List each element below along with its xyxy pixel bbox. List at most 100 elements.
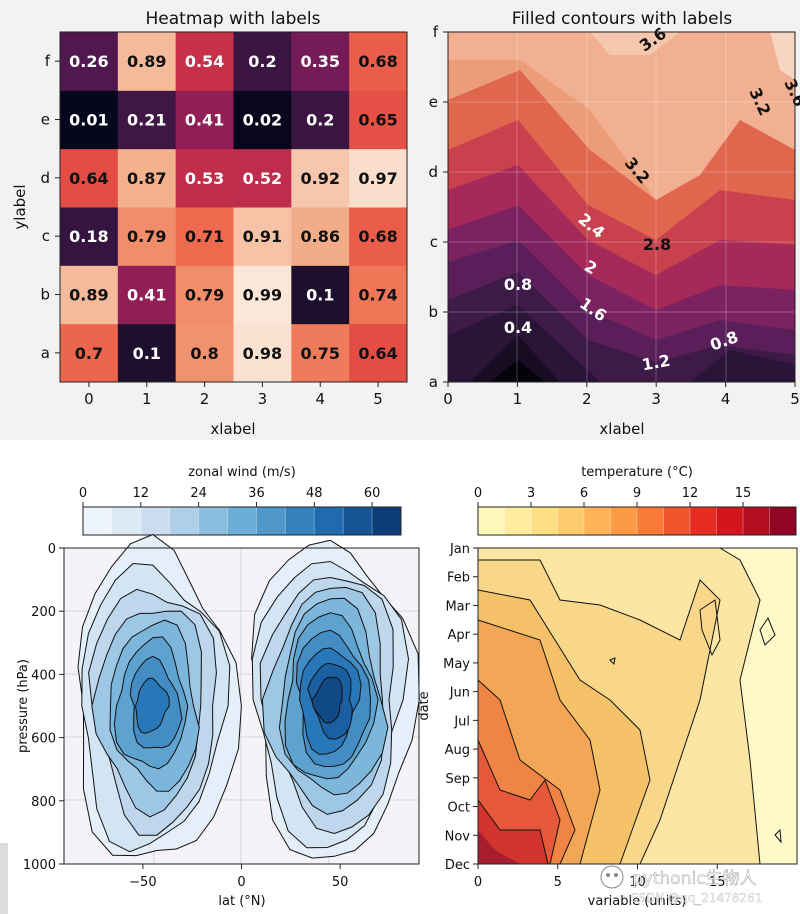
wind-colorbar-segment-4 <box>198 506 229 536</box>
contour-band-4-0b <box>770 32 795 80</box>
heatmap-panel: Heatmap with labels 0.7 0.1 0.8 0.98 0.75 0.6… <box>11 9 408 438</box>
contour-label-7: 0.8 <box>504 275 532 294</box>
temp-colorbar-segment-7 <box>663 506 691 536</box>
heatmap-value-e-0: 0.01 <box>69 111 108 130</box>
heatmap-frame <box>59 31 408 383</box>
heatmap-value-d-3: 0.52 <box>243 169 282 188</box>
temp-isoline-island-a <box>699 599 721 657</box>
page-edge-strip <box>0 843 8 914</box>
wind-colorbar-tick-24: 24 <box>190 486 207 501</box>
heatmap-ytick-f: f <box>45 52 51 70</box>
heatmap-ytick-e: e <box>41 111 50 129</box>
wind-x-ticks: −50 0 50 <box>129 864 348 890</box>
contour-ytick-e: e <box>429 93 438 111</box>
contour-label-5: 2.8 <box>643 235 671 254</box>
wind-colorbar <box>82 506 403 536</box>
contour-xtick-3: 3 <box>651 390 661 408</box>
wind-colorbar-segment-5 <box>227 506 258 536</box>
heatmap-cell-e-4 <box>291 90 350 150</box>
heatmap-cell-a-1 <box>117 323 177 383</box>
zonal-wind-panel: zonal wind (m/s) 0 12 24 36 48 60 −50 0 50 0 200… <box>16 465 420 909</box>
contour-y-ticks: a b c d e f <box>428 23 448 391</box>
contour-x-ticks: 0 1 2 3 4 5 <box>443 382 800 408</box>
temp-isoline-5 <box>477 589 651 865</box>
temp-band-15 <box>478 830 520 864</box>
heatmap-ylabel: ylabel <box>11 184 29 229</box>
wind-colorbar-tick-48: 48 <box>306 486 323 501</box>
contour-band-0-4 <box>470 335 560 382</box>
heatmap-value-b-0: 0.89 <box>69 286 108 305</box>
temp-xtick-5: 5 <box>554 875 562 890</box>
heatmap-value-d-5: 0.97 <box>358 169 397 188</box>
temp-isoline-7 <box>477 619 601 865</box>
heatmap-cell-b-3 <box>233 265 292 325</box>
temp-isoline-island-d <box>774 828 782 844</box>
heatmap-value-c-3: 0.91 <box>243 227 282 246</box>
wechat-icon-eye-left <box>606 873 610 877</box>
heatmap-cell-e-2 <box>175 90 234 150</box>
filled-contour-panel: Filled contours with labels <box>428 9 800 438</box>
contour-xtick-2: 2 <box>582 390 592 408</box>
contour-ytick-a: a <box>429 373 438 391</box>
heatmap-value-f-1: 0.89 <box>127 52 166 71</box>
wind-ytick-800: 800 <box>31 795 56 810</box>
heatmap-cell-e-3 <box>233 90 292 150</box>
temp-isoline-3 <box>478 559 721 865</box>
temp-colorbar-ticks: 0 3 6 9 12 15 <box>474 486 751 507</box>
heatmap-cell-b-5 <box>349 265 408 325</box>
temp-xlabel: variable (units) <box>588 894 687 909</box>
heatmap-value-a-4: 0.75 <box>301 344 340 363</box>
temp-ytick-Oct: Oct <box>448 801 470 816</box>
heatmap-cell-d-1 <box>117 148 177 208</box>
temp-colorbar-tick-0: 0 <box>474 486 482 501</box>
temp-x-ticks: 0 5 10 15 <box>474 864 726 890</box>
heatmap-x-ticks: 0 1 2 3 4 5 <box>84 382 383 408</box>
heatmap-value-d-0: 0.64 <box>69 169 108 188</box>
heatmap-value-e-4: 0.2 <box>306 111 334 130</box>
heatmap-value-c-0: 0.18 <box>69 227 108 246</box>
temp-ytick-Jul: Jul <box>453 714 470 729</box>
heatmap-cell-a-3 <box>233 323 292 383</box>
watermark-brand: pythonic生物人 <box>632 869 757 889</box>
temp-ytick-Apr: Apr <box>448 628 471 643</box>
contour-label-9: 0.4 <box>504 318 532 337</box>
heatmap-cell-c-1 <box>117 207 177 266</box>
temp-colorbar-segment-10 <box>742 506 771 536</box>
wind-colorbar-segment-0 <box>82 506 113 536</box>
temp-isoline-island-c <box>609 657 616 666</box>
contour-xtick-1: 1 <box>513 390 523 408</box>
heatmap-cell-f-0 <box>60 32 119 91</box>
wind-colorbar-segment-8 <box>313 506 345 536</box>
heatmap-value-a-2: 0.8 <box>190 344 218 363</box>
contour-label-10: 1.2 <box>640 351 671 375</box>
heatmap-cells <box>60 32 408 383</box>
temp-colorbar-segment-8 <box>689 506 718 536</box>
heatmap-ytick-d: d <box>40 169 50 187</box>
wind-colorbar-ticks: 0 12 24 36 48 60 <box>79 486 380 507</box>
wind-jet-1-level-10 <box>311 676 343 724</box>
temp-colorbar-tick-15: 15 <box>735 486 752 501</box>
temp-colorbar-tick-12: 12 <box>682 486 699 501</box>
wind-colorbar-segment-2 <box>140 506 171 536</box>
heatmap-value-b-3: 0.99 <box>243 286 282 305</box>
temp-band-13 <box>478 800 548 864</box>
contour-xtick-0: 0 <box>443 390 453 408</box>
heatmap-y-ticks: a b c d e f <box>40 52 60 362</box>
heatmap-ytick-b: b <box>40 286 50 304</box>
heatmap-cell-b-1 <box>117 265 177 325</box>
heatmap-cell-f-5 <box>349 32 408 91</box>
wind-ylabel: pressure (hPa) <box>16 659 31 753</box>
heatmap-cell-e-1 <box>117 90 177 150</box>
wind-colorbar-tick-12: 12 <box>133 486 150 501</box>
contour-band-0-0 <box>490 360 545 382</box>
heatmap-value-f-4: 0.35 <box>301 52 340 71</box>
wind-xtick-0: 0 <box>237 875 245 890</box>
wechat-icon-eye-right <box>614 873 618 877</box>
temp-ytick-Dec: Dec <box>445 858 470 873</box>
heatmap-cell-b-0 <box>60 265 119 325</box>
temp-isoline-11 <box>477 739 561 865</box>
temp-colorbar-tick-9: 9 <box>633 486 641 501</box>
wind-colorbar-frame <box>82 506 402 536</box>
heatmap-value-e-5: 0.65 <box>358 111 397 130</box>
heatmap-cell-c-0 <box>60 207 119 266</box>
